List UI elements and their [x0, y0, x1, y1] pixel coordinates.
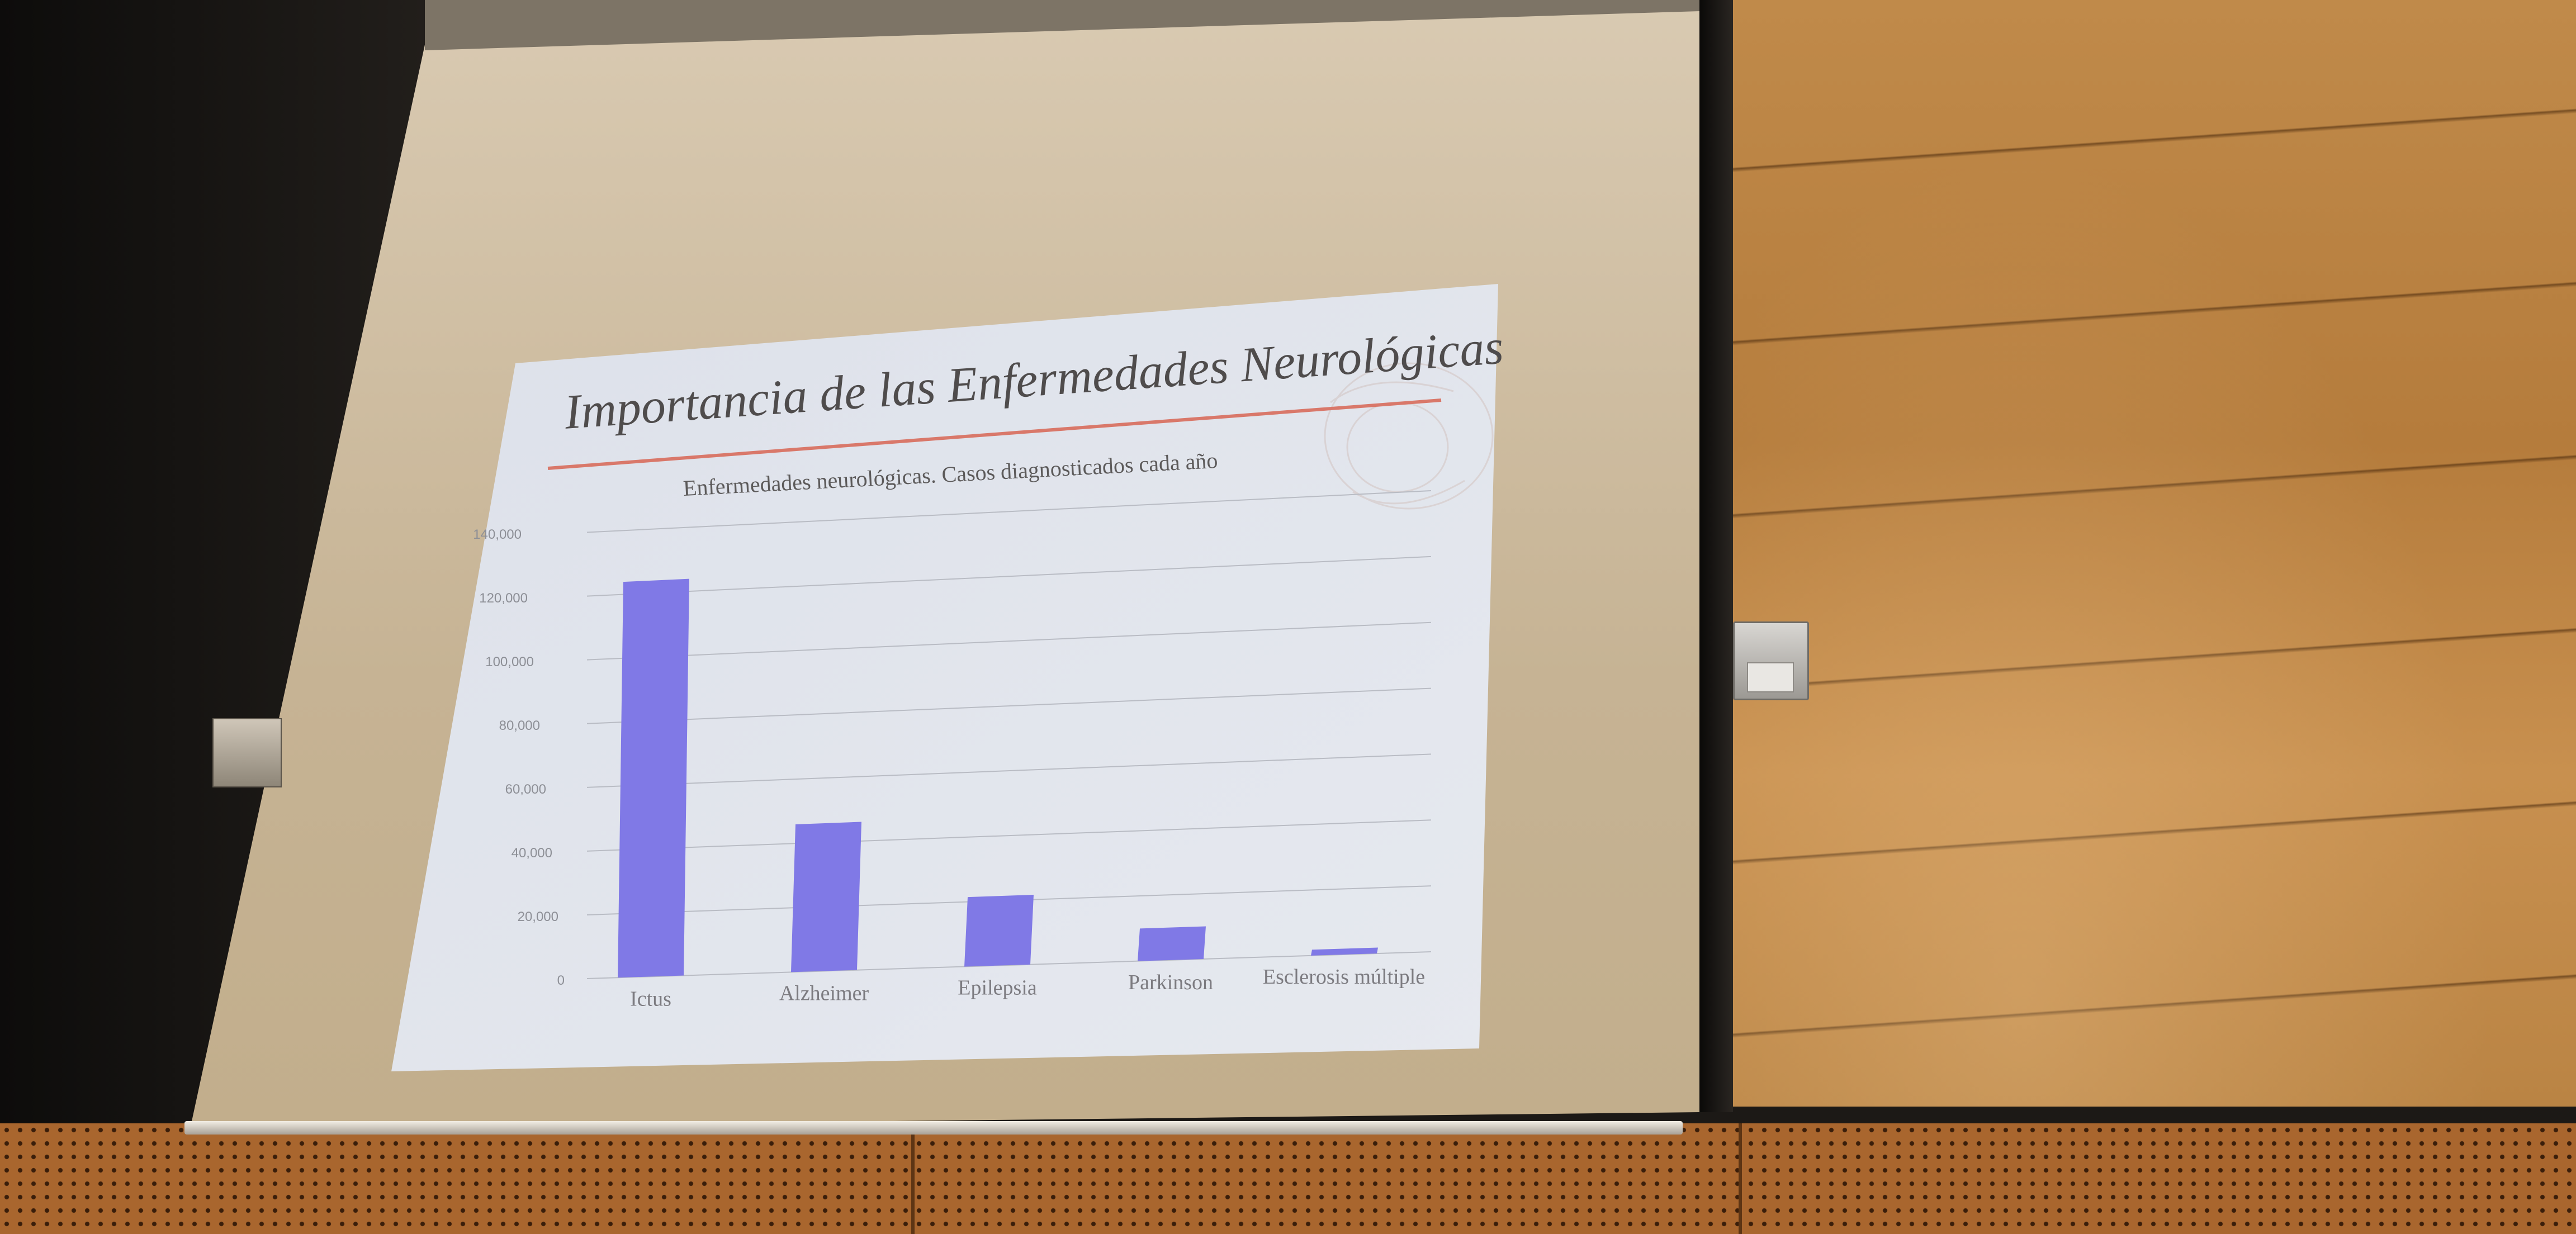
screen-case-edge — [1699, 0, 1733, 1112]
wall-switch-plate — [1747, 662, 1794, 692]
perforated-panel — [0, 1123, 2576, 1234]
wood-light-reflection — [1722, 0, 2576, 1107]
screen-bottom-bar — [184, 1121, 1683, 1135]
screen-bracket — [212, 718, 282, 787]
panel-seam — [911, 1123, 915, 1234]
wood-panel-wall — [1722, 0, 2576, 1107]
screen-surface — [190, 0, 1699, 1129]
screen-top-strip — [425, 0, 1699, 50]
panel-seam — [1739, 1123, 1742, 1234]
